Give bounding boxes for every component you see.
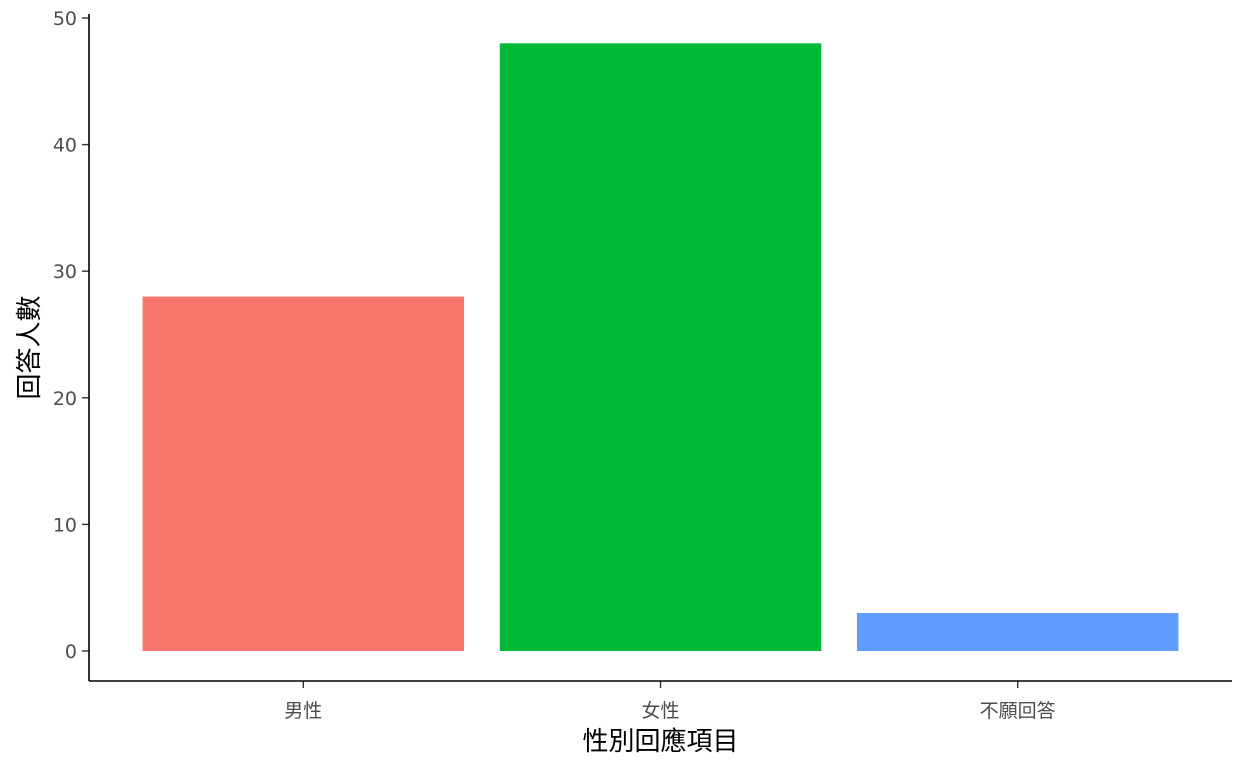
x-axis-ticks: 男性 女性 不願回答 xyxy=(284,681,1056,722)
y-tick-label: 40 xyxy=(53,135,77,157)
y-axis-title: 回答人數 xyxy=(15,295,45,399)
bar-0 xyxy=(142,296,465,651)
y-tick-label: 0 xyxy=(65,641,77,663)
y-tick-label: 30 xyxy=(53,261,77,283)
x-axis-title: 性別回應項目 xyxy=(582,727,738,757)
bar-2 xyxy=(856,613,1179,651)
y-tick-label: 50 xyxy=(53,8,77,30)
x-tick-label: 男性 xyxy=(284,700,322,722)
x-tick-label: 不願回答 xyxy=(980,700,1056,722)
y-tick-label: 20 xyxy=(53,388,77,410)
bars-layer xyxy=(142,43,1179,651)
x-tick-label: 女性 xyxy=(641,700,679,722)
bar-1 xyxy=(499,43,822,651)
y-tick-label: 10 xyxy=(53,514,77,536)
y-axis-ticks: 0 10 20 30 40 50 xyxy=(53,8,89,663)
